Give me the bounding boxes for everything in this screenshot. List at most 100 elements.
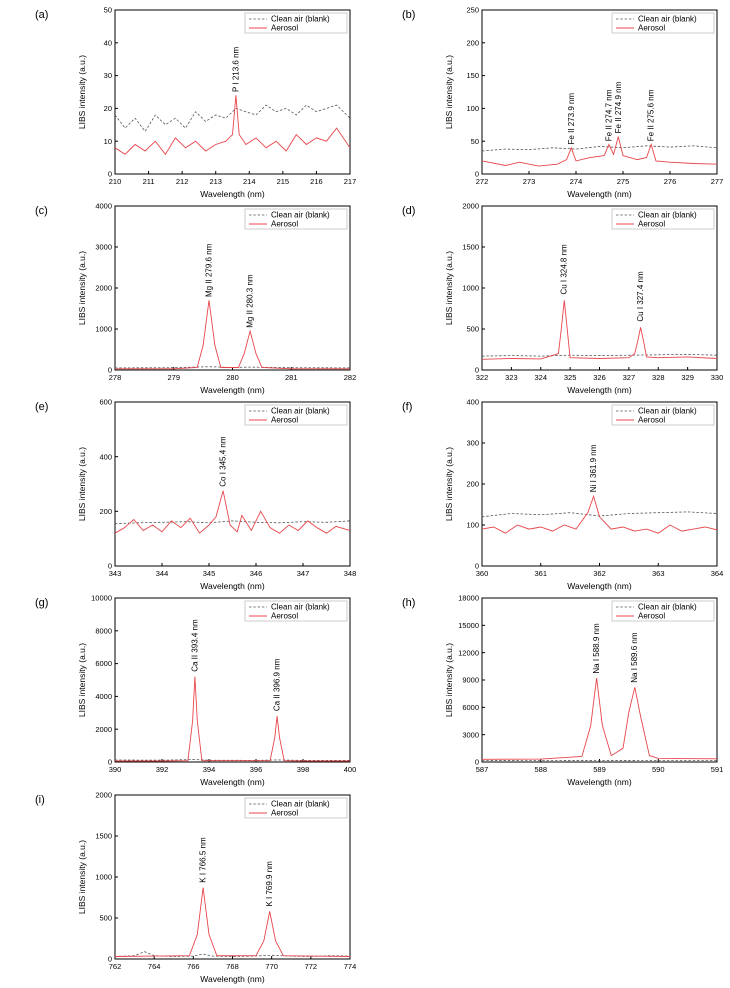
legend-aerosol-label: Aerosol <box>271 220 298 229</box>
x-tick-label: 328 <box>652 373 665 382</box>
y-axis-title: LIBS intensity (a.u.) <box>77 643 87 717</box>
chart-panel-8: (i) 762 764 766 768 770 772 774 0 500 1000 1500 2000… <box>35 791 356 984</box>
x-tick-label: 348 <box>344 569 357 578</box>
series-aerosol-line <box>482 494 717 534</box>
legend-aerosol-label: Aerosol <box>271 416 298 425</box>
x-tick-label: 213 <box>209 177 222 186</box>
legend-clean-air-label: Clean air (blank) <box>271 800 330 809</box>
y-tick-label: 3000 <box>462 730 479 739</box>
y-axis-title: LIBS intensity (a.u.) <box>444 447 454 521</box>
legend-clean-air-label: Clean air (blank) <box>638 15 697 24</box>
peak-annotation: Fe II 273.9 nm <box>567 93 576 145</box>
legend-aerosol-label: Aerosol <box>638 24 665 33</box>
peak-annotation: Fe II 274.9 nm <box>614 81 623 133</box>
x-tick-label: 363 <box>652 569 665 578</box>
x-tick-label: 211 <box>143 177 155 186</box>
peak-annotation: Mg II 279.6 nm <box>205 243 214 297</box>
y-tick-label: 300 <box>466 439 479 448</box>
series-aerosol-line <box>115 95 350 156</box>
y-tick-label: 50 <box>471 137 479 146</box>
x-tick-label: 214 <box>243 177 256 186</box>
legend-aerosol-label: Aerosol <box>271 24 298 33</box>
y-tick-label: 500 <box>99 914 112 923</box>
series-aerosol-line <box>115 300 350 370</box>
x-tick-label: 400 <box>344 765 357 774</box>
y-tick-label: 1000 <box>95 325 112 334</box>
x-tick-label: 272 <box>476 177 489 186</box>
x-tick-label: 344 <box>156 569 169 578</box>
x-axis-title: Wavelength (nm) <box>200 974 265 984</box>
peak-annotation: Ca II 393.4 nm <box>190 619 199 672</box>
y-tick-label: 10000 <box>91 594 112 603</box>
x-tick-label: 345 <box>203 569 216 578</box>
peak-annotation: Mg II 280.3 nm <box>246 274 255 328</box>
x-tick-label: 762 <box>109 962 122 971</box>
x-tick-label: 396 <box>250 765 263 774</box>
legend-clean-air-label: Clean air (blank) <box>638 211 697 220</box>
legend-aerosol-label: Aerosol <box>271 809 298 818</box>
x-axis-title: Wavelength (nm) <box>200 189 265 199</box>
chart-panel-6: (g)390 392 394 396 398 4000200040006000800010… <box>35 594 356 787</box>
x-axis-title: Wavelength (nm) <box>567 777 632 787</box>
y-tick-label: 200 <box>466 480 479 489</box>
y-tick-label: 20 <box>104 104 112 113</box>
series-clean-air-line <box>482 145 717 152</box>
y-tick-label: 0 <box>475 758 479 767</box>
y-tick-label: 400 <box>99 452 112 461</box>
y-tick-label: 1000 <box>95 873 112 882</box>
y-tick-label: 150 <box>466 71 479 80</box>
legend-box <box>244 404 348 426</box>
peak-annotation: Ca II 396.9 nm <box>273 658 282 711</box>
peak-annotation: K I 766.5 nm <box>199 837 208 883</box>
y-tick-label: 1000 <box>462 284 479 293</box>
x-tick-label: 323 <box>505 373 518 382</box>
y-tick-label: 200 <box>466 38 479 47</box>
x-tick-label: 217 <box>344 177 357 186</box>
axes-frame <box>114 794 351 960</box>
y-tick-label: 0 <box>475 562 479 571</box>
axes-frame <box>114 9 351 175</box>
legend-aerosol-label: Aerosol <box>638 220 665 229</box>
peak-annotation: Fe II 275.6 nm <box>647 89 656 141</box>
x-tick-label: 278 <box>109 373 122 382</box>
y-tick-label: 0 <box>108 758 112 767</box>
y-tick-label: 2000 <box>95 725 112 734</box>
chart-panel-7: (h) 587 588 589 590 591 0 3000 6000 9000 12000 1500… <box>402 594 723 787</box>
y-tick-label: 30 <box>104 71 112 80</box>
y-tick-label: 6000 <box>462 703 479 712</box>
y-axis-title: LIBS intensity (a.u.) <box>77 447 87 521</box>
x-tick-label: 326 <box>593 373 606 382</box>
x-tick-label: 282 <box>344 373 357 382</box>
series-clean-air-line <box>115 104 350 133</box>
x-tick-label: 362 <box>593 569 606 578</box>
peak-annotation: P I 213.6 nm <box>231 46 240 92</box>
axes-frame <box>114 401 351 567</box>
y-tick-label: 8000 <box>95 626 112 635</box>
y-tick-label: 2000 <box>462 202 479 211</box>
chart-panel-0: (a) 210 211 212 213 214 215 216 217 0 10 20 30 40 50 Wa… <box>35 6 356 199</box>
axes-frame <box>114 597 351 763</box>
chart-panel-1: (b) 272 273 274 275 276 277 0 50 100 150 200 250 Wave… <box>402 6 723 199</box>
x-axis-title: Wavelength (nm) <box>200 581 265 591</box>
chart-panel-5: (f) 360 361 362 363 364 0 100 200 300 400 Wavelengt… <box>402 398 723 591</box>
x-tick-label: 591 <box>711 765 724 774</box>
y-tick-label: 0 <box>108 955 112 964</box>
series-aerosol-line <box>115 887 350 957</box>
y-tick-label: 100 <box>466 521 479 530</box>
y-tick-label: 400 <box>466 398 479 407</box>
y-tick-label: 4000 <box>95 692 112 701</box>
x-tick-label: 327 <box>623 373 636 382</box>
x-tick-label: 766 <box>187 962 200 971</box>
panel-label: (f) <box>402 401 412 413</box>
y-tick-label: 10 <box>104 137 112 146</box>
x-tick-label: 215 <box>277 177 290 186</box>
y-tick-label: 2000 <box>95 284 112 293</box>
x-tick-label: 589 <box>593 765 606 774</box>
x-tick-label: 590 <box>652 765 665 774</box>
axes-frame <box>481 205 718 371</box>
axes-frame <box>114 205 351 371</box>
legend-clean-air-label: Clean air (blank) <box>638 603 697 612</box>
x-tick-label: 330 <box>711 373 724 382</box>
panel-label: (c) <box>35 205 48 217</box>
x-tick-label: 770 <box>265 962 278 971</box>
